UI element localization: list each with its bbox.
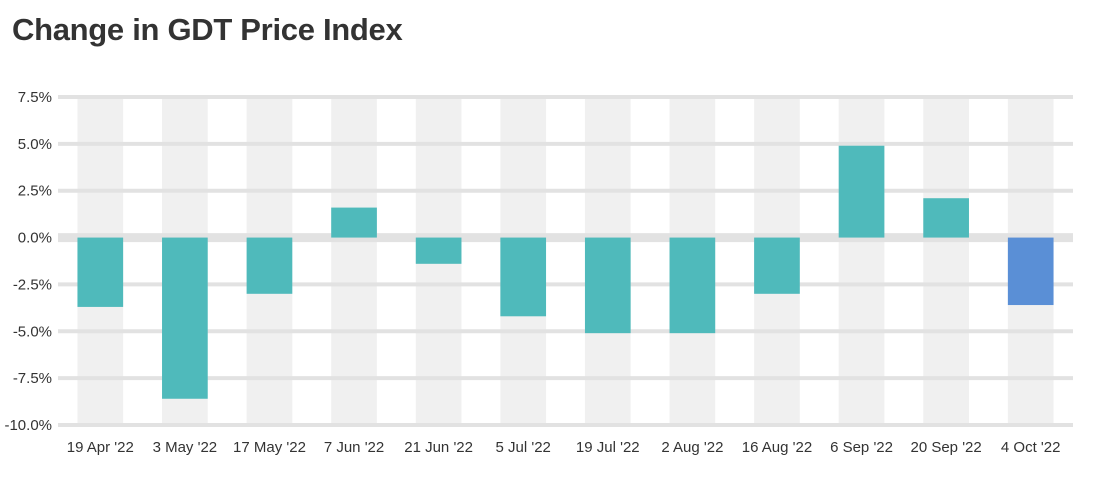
x-tick-label: 4 Oct '22 [1001,439,1061,456]
bar[interactable] [246,237,293,294]
bar[interactable] [1007,237,1054,306]
x-tick-label: 16 Aug '22 [742,439,812,456]
bar[interactable] [838,145,885,238]
x-tick-label: 19 Apr '22 [67,439,134,456]
y-tick-label: -7.5% [13,370,52,387]
x-tick-label: 5 Jul '22 [496,439,551,456]
bar[interactable] [415,237,462,264]
bar[interactable] [669,237,716,334]
x-tick-label: 2 Aug '22 [661,439,723,456]
x-tick-label: 19 Jul '22 [576,439,640,456]
bar[interactable] [754,237,800,294]
y-tick-label: 7.5% [18,89,52,106]
category-band [331,97,377,425]
x-tick-label: 6 Sep '22 [830,439,893,456]
x-tick-label: 7 Jun '22 [324,439,384,456]
x-tick-label: 21 Jun '22 [404,439,473,456]
x-tick-label: 20 Sep '22 [910,439,981,456]
x-tick-label: 3 May '22 [153,439,218,456]
bar[interactable] [77,237,124,307]
chart-title: Change in GDT Price Index [12,12,403,47]
y-tick-label: -10.0% [4,417,52,434]
x-tick-label: 17 May '22 [233,439,306,456]
bar[interactable] [162,237,208,399]
bar[interactable] [500,237,547,317]
y-tick-label: -5.0% [13,323,52,340]
y-tick-label: 5.0% [18,136,52,153]
y-tick-label: 0.0% [18,230,52,247]
bar[interactable] [584,237,631,334]
y-tick-label: 2.5% [18,183,52,200]
bar[interactable] [923,198,969,238]
category-band [923,97,969,425]
bar[interactable] [331,207,377,238]
y-tick-label: -2.5% [13,276,52,293]
